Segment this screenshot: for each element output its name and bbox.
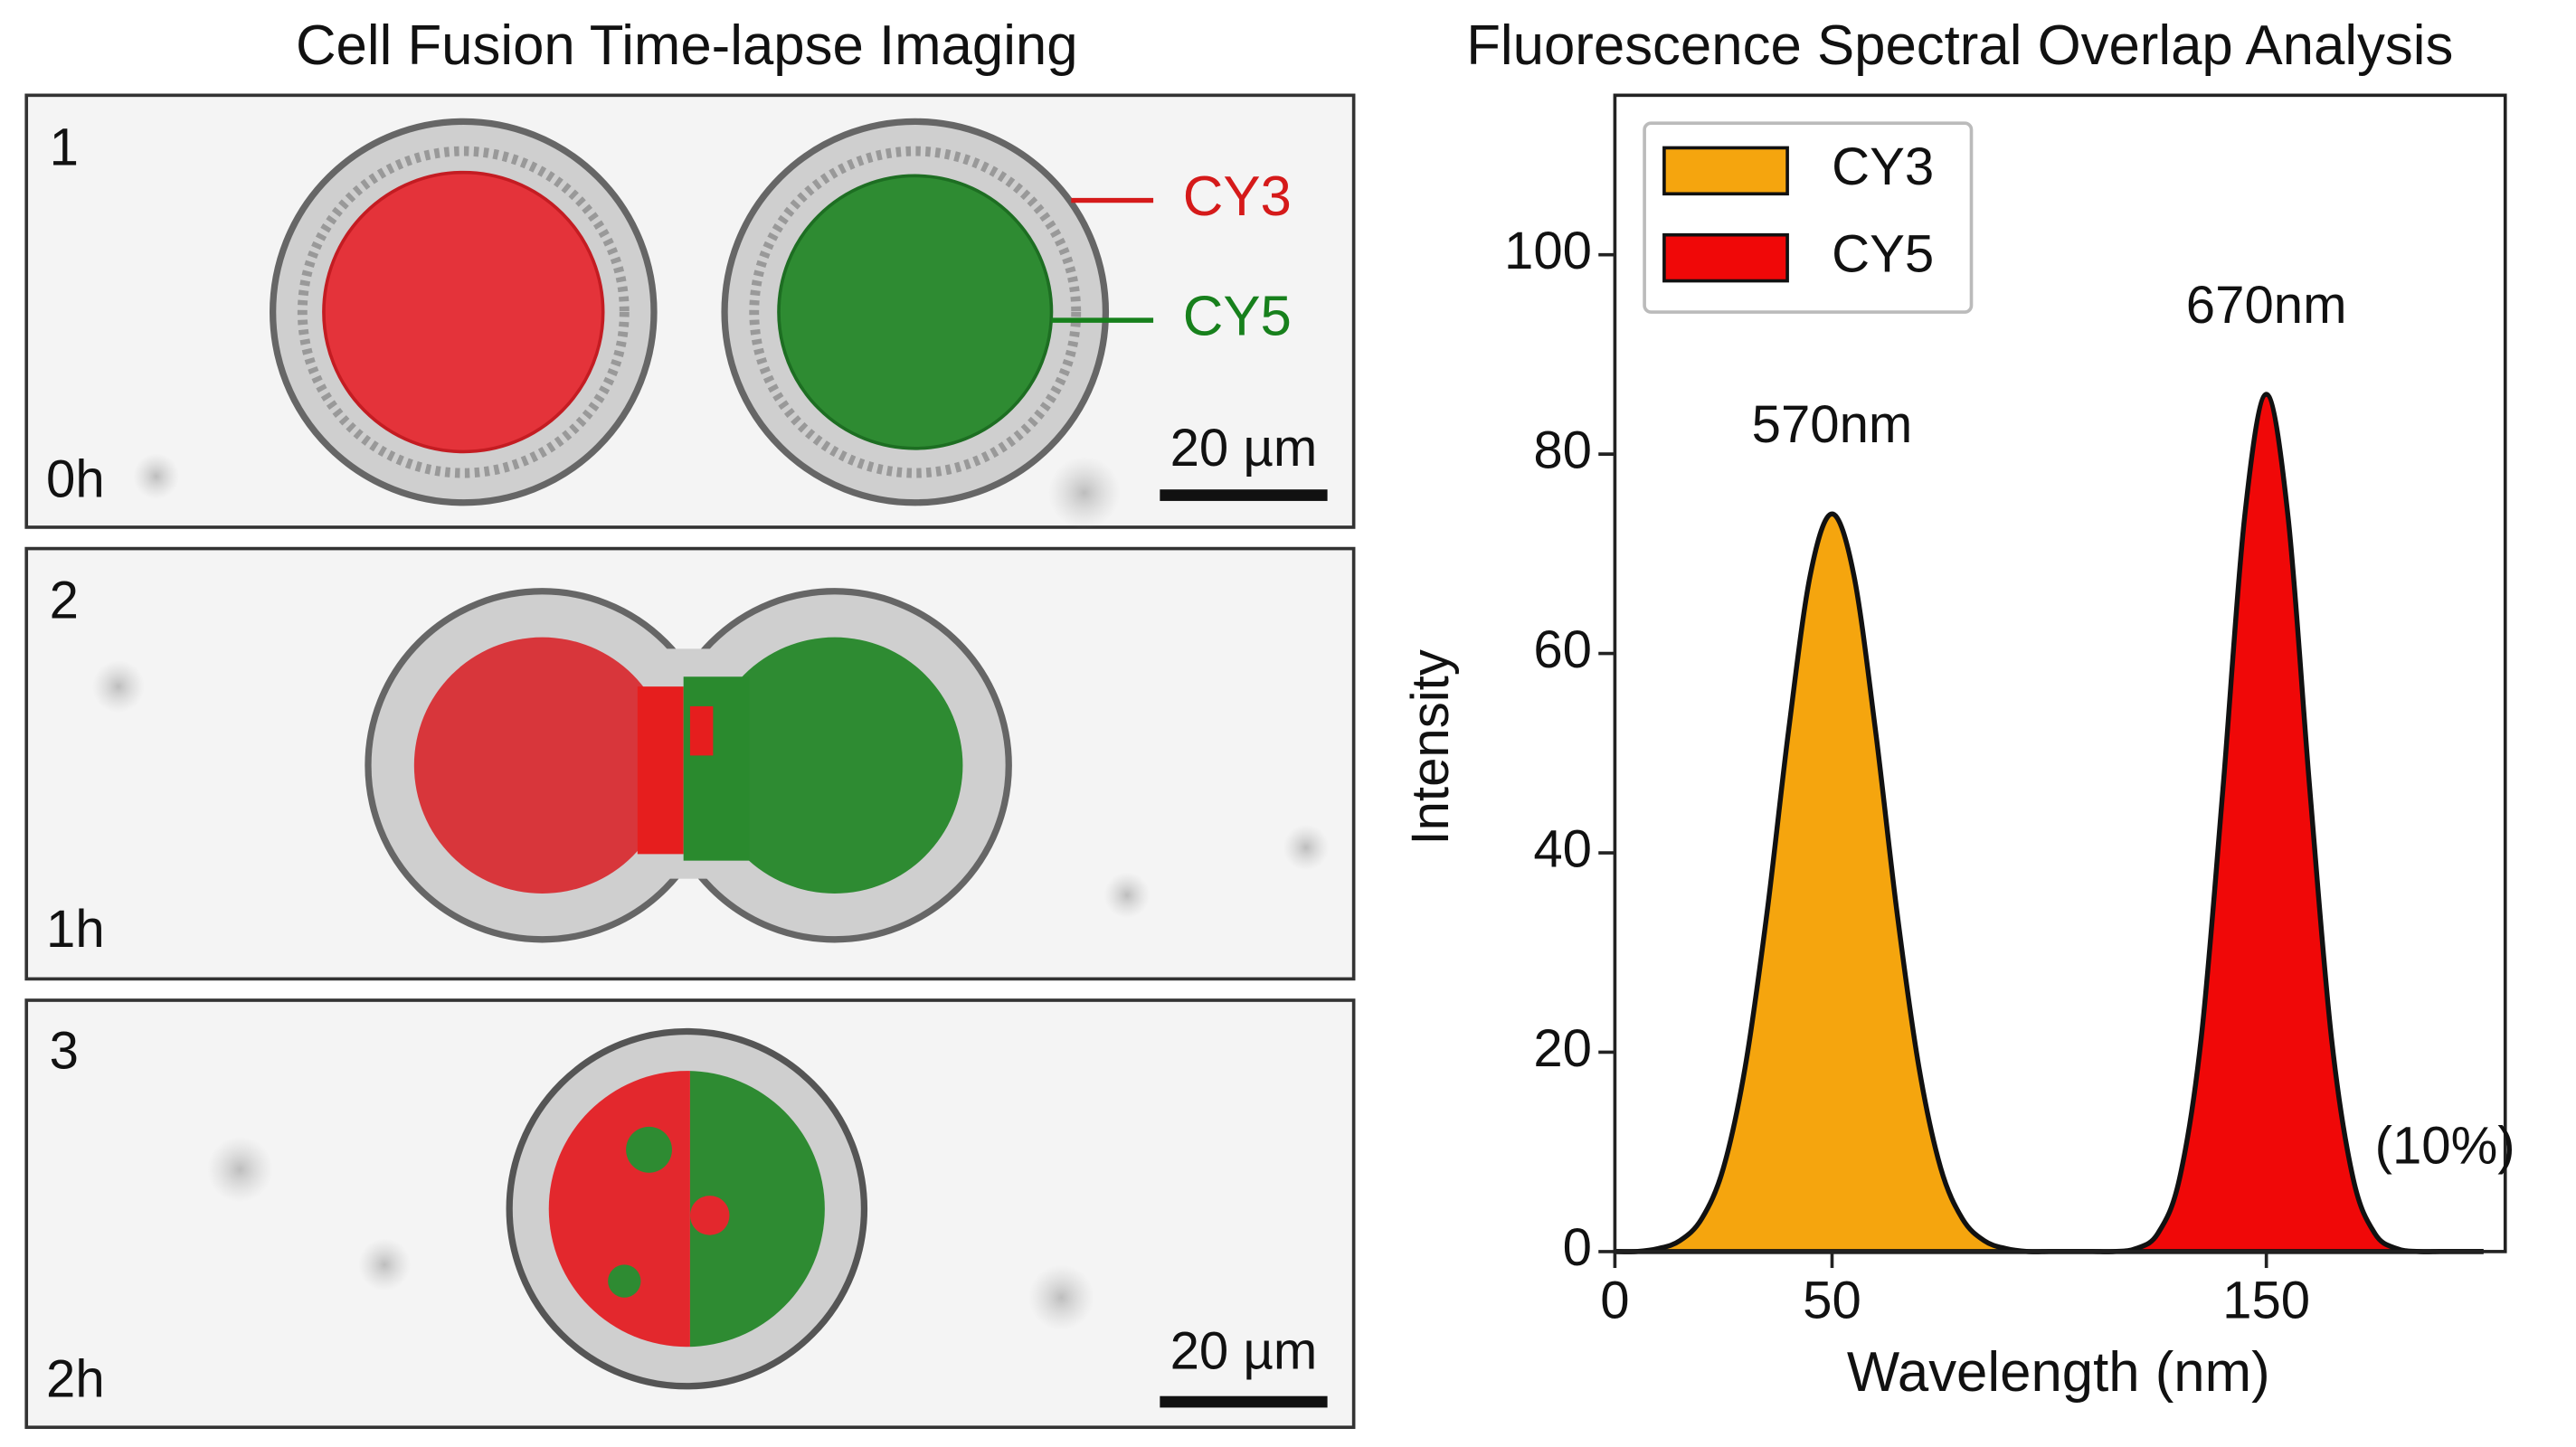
y-tick-label: 100 xyxy=(1504,222,1592,280)
debris xyxy=(91,660,145,714)
mixing-zone xyxy=(689,705,714,756)
area xyxy=(1615,514,2484,1253)
panel-3: 3 2h 20 µm xyxy=(24,998,1356,1430)
scale-bar-label: 20 µm xyxy=(1170,419,1318,478)
scale-bar-label: 20 µm xyxy=(1170,1322,1318,1381)
area xyxy=(1615,393,2484,1253)
debris xyxy=(1283,824,1330,871)
annotation: 670nm xyxy=(2186,276,2347,335)
panel-2: 2 1h xyxy=(24,546,1356,981)
plot-frame xyxy=(1613,93,2507,1253)
y-tick-label: 60 xyxy=(1533,620,1592,679)
scale-bar xyxy=(1160,489,1328,501)
chart-title: Fluorescence Spectral Overlap Analysis xyxy=(1466,14,2453,77)
annotation: (10%) xyxy=(2375,1117,2515,1176)
cy3-cell xyxy=(413,637,671,894)
x-tick-label: 50 xyxy=(1803,1271,1861,1329)
annotation: 570nm xyxy=(1752,395,1913,454)
cy3-cell xyxy=(322,170,605,454)
y-tick-label: 20 xyxy=(1533,1019,1592,1078)
x-axis-label: Wavelength (nm) xyxy=(1847,1341,2270,1404)
panel-time: 1h xyxy=(46,900,105,959)
y-tick-label: 40 xyxy=(1533,819,1592,878)
cy5-cell xyxy=(777,174,1054,450)
debris xyxy=(1028,1264,1094,1331)
panel-time: 0h xyxy=(46,449,105,508)
scale-bar xyxy=(1160,1395,1328,1408)
y-tick-label: 0 xyxy=(1563,1218,1592,1277)
y-axis-label: Intensity xyxy=(1401,649,1460,845)
mixing-zone xyxy=(637,686,684,855)
cy5-cell xyxy=(706,637,963,894)
x-tick-label: 150 xyxy=(2222,1271,2310,1329)
panel-time: 2h xyxy=(46,1350,105,1409)
legend-swatch xyxy=(1662,146,1789,196)
y-tick-label: 80 xyxy=(1533,421,1592,479)
panel-1: CY3 CY5 1 0h 20 µm xyxy=(24,93,1356,529)
debris xyxy=(358,1238,412,1291)
plot: 0 20 40 60 80 100 0 50 150 570nm 670nm (10%) CY3 CY5 xyxy=(1504,93,2515,1329)
legend-label: CY5 xyxy=(1832,224,1934,283)
legend-label: CY3 xyxy=(1832,137,1934,196)
cell-texture xyxy=(297,146,630,478)
legend-swatch xyxy=(1662,232,1789,283)
panel-index: 1 xyxy=(50,118,79,176)
debris xyxy=(206,1136,273,1203)
cy3-patch xyxy=(689,1196,730,1235)
cy3-label: CY3 xyxy=(1183,166,1292,228)
debris xyxy=(133,453,180,500)
panel-index: 2 xyxy=(50,572,79,630)
cy5-label: CY5 xyxy=(1183,285,1292,347)
debris xyxy=(1103,872,1151,919)
x-tick-label: 0 xyxy=(1600,1271,1629,1329)
cell-texture xyxy=(749,146,1082,478)
debris xyxy=(1047,456,1121,529)
mixing-zone xyxy=(683,676,750,861)
left-title: Cell Fusion Time-lapse Imaging xyxy=(296,14,1078,77)
cy5-patch xyxy=(608,1264,641,1298)
panel-frame xyxy=(24,93,1356,529)
panel-index: 3 xyxy=(50,1021,79,1080)
cy5-patch xyxy=(626,1126,672,1173)
